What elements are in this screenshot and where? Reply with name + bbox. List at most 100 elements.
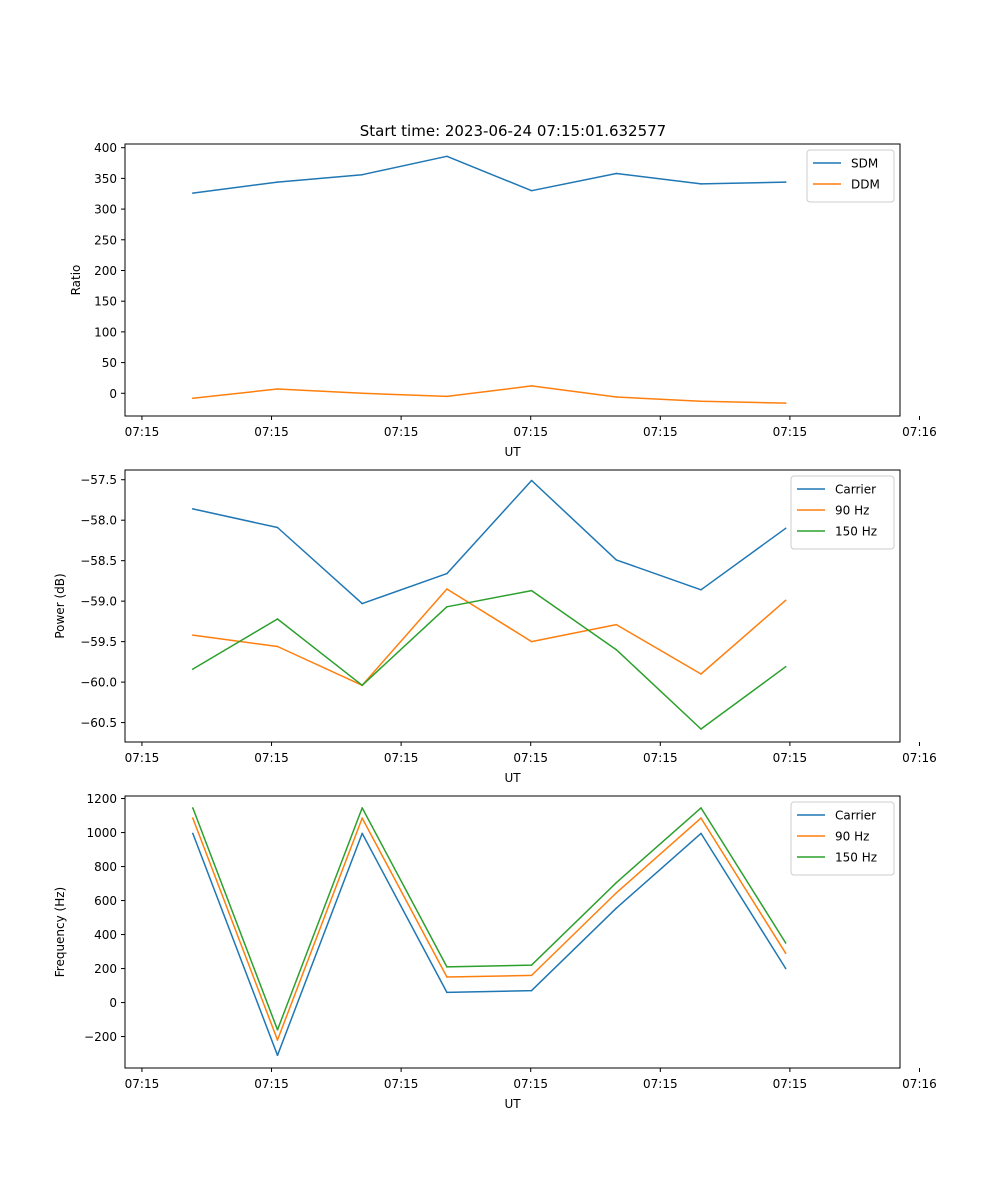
legend-label: Carrier (835, 809, 876, 823)
ratio-panel: 0 50 100 150 200 250 300 350 400 07:15 07:15 07:15 0… (69, 141, 937, 459)
series-line-150-hz (192, 807, 787, 1031)
data-point-150-hz (615, 881, 618, 884)
data-point-ddm (191, 397, 194, 399)
data-point-90-hz (615, 892, 618, 894)
x-axis-label: UT (504, 771, 521, 785)
x-tick-label: 07:15 (254, 1077, 289, 1091)
data-point-sdm (446, 155, 448, 158)
x-tick-label: 07:15 (773, 425, 808, 439)
x-tick-label: 07:15 (643, 425, 678, 439)
chart-panels: 0 50 100 150 200 250 300 350 400 07:15 07:15 07:15 0… (53, 141, 937, 1111)
data-point-carrier (784, 527, 787, 530)
x-tick-label: 07:15 (384, 1077, 419, 1091)
y-tick-label: 100 (94, 325, 117, 339)
data-point-90-hz (446, 976, 448, 978)
data-point-carrier (191, 508, 194, 510)
x-axis-label: UT (504, 445, 521, 459)
series-line-90-hz (192, 817, 787, 1041)
x-tick-label: 07:15 (773, 1077, 808, 1091)
legend: Carrier 90 Hz 150 Hz (790, 801, 895, 876)
data-point-150-hz (784, 665, 787, 668)
data-point-90-hz (276, 1039, 279, 1041)
y-tick-label: −60.5 (80, 716, 117, 730)
x-tick-label: 07:15 (643, 751, 678, 765)
data-point-150-hz (700, 728, 702, 730)
data-point-ddm (361, 392, 363, 395)
y-tick-label: 300 (94, 203, 117, 217)
x-tick-label: 07:15 (125, 425, 160, 439)
data-point-carrier (446, 991, 448, 994)
data-point-90-hz (700, 673, 702, 675)
data-point-90-hz (530, 974, 533, 977)
data-point-150-hz (446, 966, 448, 968)
data-point-150-hz (191, 668, 194, 670)
y-tick-label: 250 (94, 233, 117, 247)
data-point-90-hz (276, 645, 279, 648)
data-point-150-hz (784, 942, 787, 944)
x-tick-label: 07:15 (384, 425, 419, 439)
y-tick-label: 600 (94, 894, 117, 908)
x-tick-label: 07:16 (902, 1077, 937, 1091)
legend-label: 90 Hz (835, 830, 869, 844)
x-tick-label: 07:15 (125, 751, 160, 765)
legend-label: Carrier (835, 483, 876, 497)
data-point-150-hz (361, 807, 363, 809)
x-tick-label: 07:15 (513, 1077, 548, 1091)
x-tick-label: 07:16 (902, 751, 937, 765)
data-point-150-hz (276, 618, 279, 620)
data-point-ddm (784, 402, 787, 404)
data-point-150-hz (276, 1028, 279, 1031)
data-point-sdm (615, 172, 618, 175)
legend-label: SDM (851, 157, 878, 171)
axes-frame (124, 143, 901, 417)
legend-label: 90 Hz (835, 504, 869, 518)
y-tick-label: 200 (94, 264, 117, 278)
x-tick-label: 07:15 (513, 425, 548, 439)
series-line-ddm (192, 385, 786, 404)
data-point-carrier (530, 479, 533, 482)
data-point-sdm (191, 192, 194, 194)
y-tick-label: −57.5 (80, 473, 117, 487)
x-tick-label: 07:15 (773, 751, 808, 765)
data-point-sdm (784, 181, 787, 183)
y-tick-label: −58.0 (80, 514, 117, 528)
frequency-panel: −200 0 200 400 600 800 1000 1200 07:15 07:15 07:15… (53, 792, 937, 1111)
x-tick-label: 07:16 (902, 425, 937, 439)
data-point-carrier (276, 526, 279, 529)
x-tick-label: 07:15 (513, 751, 548, 765)
data-point-150-hz (361, 684, 363, 687)
y-tick-label: 50 (102, 356, 117, 370)
data-point-carrier (700, 589, 702, 591)
series-line-carrier (192, 479, 787, 605)
data-point-150-hz (530, 589, 533, 592)
data-point-90-hz (446, 588, 448, 590)
x-tick-label: 07:15 (643, 1077, 678, 1091)
series-line-sdm (192, 155, 786, 194)
y-tick-label: 0 (109, 387, 117, 401)
x-tick-label: 07:15 (254, 751, 289, 765)
data-point-90-hz (191, 817, 194, 819)
data-point-90-hz (530, 640, 533, 643)
data-point-150-hz (191, 807, 194, 809)
data-point-carrier (700, 832, 702, 835)
data-point-carrier (446, 572, 448, 575)
data-point-carrier (191, 832, 194, 835)
y-tick-label: 1200 (86, 792, 117, 806)
y-tick-label: 800 (94, 860, 117, 874)
y-tick-label: 400 (94, 928, 117, 942)
data-point-carrier (361, 602, 363, 605)
axes-frame (124, 795, 901, 1069)
legend-label: 150 Hz (835, 851, 877, 865)
data-point-carrier (530, 989, 533, 992)
x-tick-label: 07:15 (125, 1077, 160, 1091)
data-point-150-hz (700, 807, 702, 809)
data-point-90-hz (615, 623, 618, 626)
x-tick-label: 07:15 (254, 425, 289, 439)
legend-label: DDM (851, 178, 880, 192)
data-point-90-hz (700, 817, 702, 819)
series-line-carrier (192, 832, 787, 1057)
axes-frame (124, 469, 901, 743)
data-point-150-hz (530, 964, 533, 966)
legend: Carrier 90 Hz 150 Hz (790, 475, 895, 550)
